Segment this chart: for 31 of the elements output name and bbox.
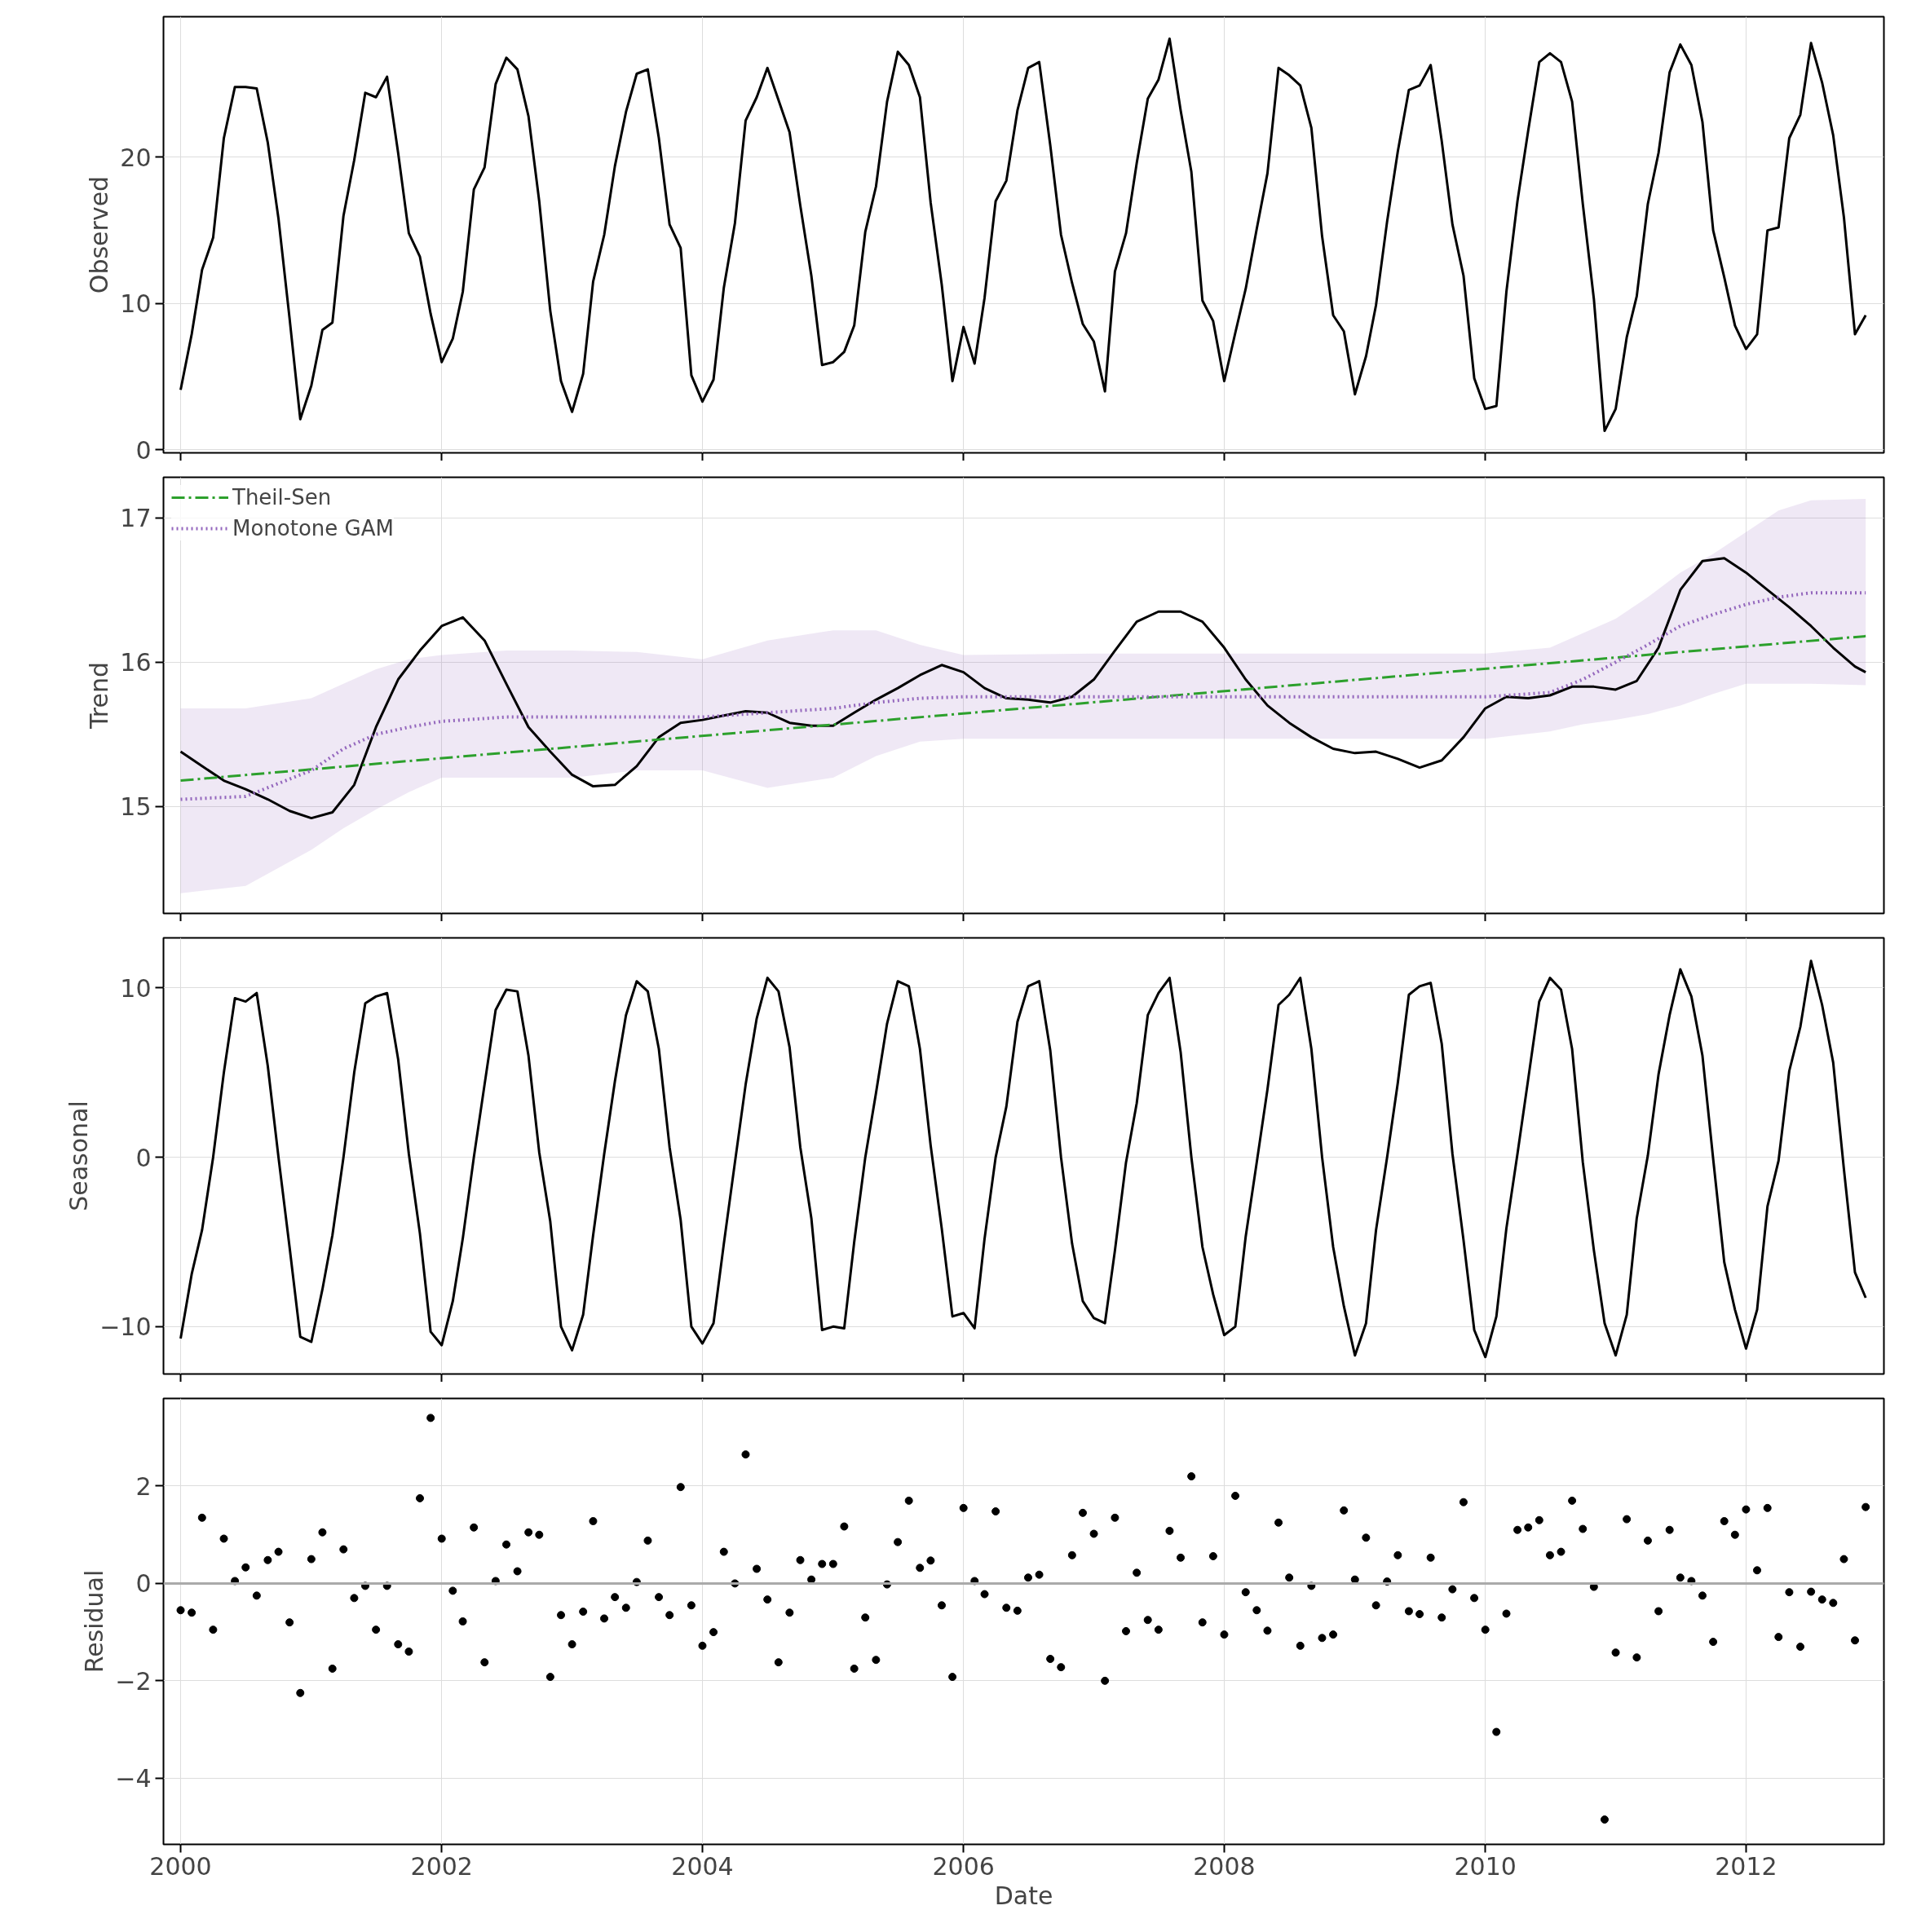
y-tick-label: 20	[120, 143, 152, 172]
y-tick-label: 10	[120, 973, 152, 1003]
x-tick-label: 2004	[671, 1851, 734, 1881]
y-axis-title: Observed	[85, 175, 114, 294]
y-tick-label: 2	[135, 1471, 152, 1501]
y-tick-label: 0	[135, 1143, 152, 1172]
y-tick-label: −2	[115, 1666, 152, 1696]
legend-label: Monotone GAM	[232, 516, 394, 540]
line-series	[179, 37, 1867, 433]
y-axis-title: Trend	[85, 661, 114, 730]
x-tick-label: 2002	[410, 1851, 473, 1881]
y-tick-label: −10	[99, 1312, 152, 1342]
line-series	[179, 591, 1868, 801]
y-tick-label: 0	[135, 435, 152, 465]
legend-label: Theil-Sen	[232, 485, 332, 509]
y-axis-title: Residual	[80, 1569, 109, 1674]
y-axis-title: Seasonal	[64, 1101, 94, 1211]
x-axis-title: Date	[994, 1881, 1053, 1910]
x-tick-label: 2012	[1715, 1851, 1777, 1881]
y-tick-label: 10	[120, 289, 152, 319]
line-series	[179, 959, 1867, 1359]
y-tick-label: 15	[120, 792, 152, 822]
y-tick-label: 16	[120, 648, 152, 677]
y-tick-label: 0	[135, 1569, 152, 1599]
y-tick-label: −4	[115, 1764, 152, 1793]
x-tick-label: 2000	[149, 1851, 212, 1881]
x-tick-label: 2010	[1454, 1851, 1517, 1881]
x-tick-label: 2006	[932, 1851, 995, 1881]
y-tick-label: 17	[120, 504, 152, 533]
line-series	[179, 557, 1867, 820]
x-tick-label: 2008	[1193, 1851, 1256, 1881]
